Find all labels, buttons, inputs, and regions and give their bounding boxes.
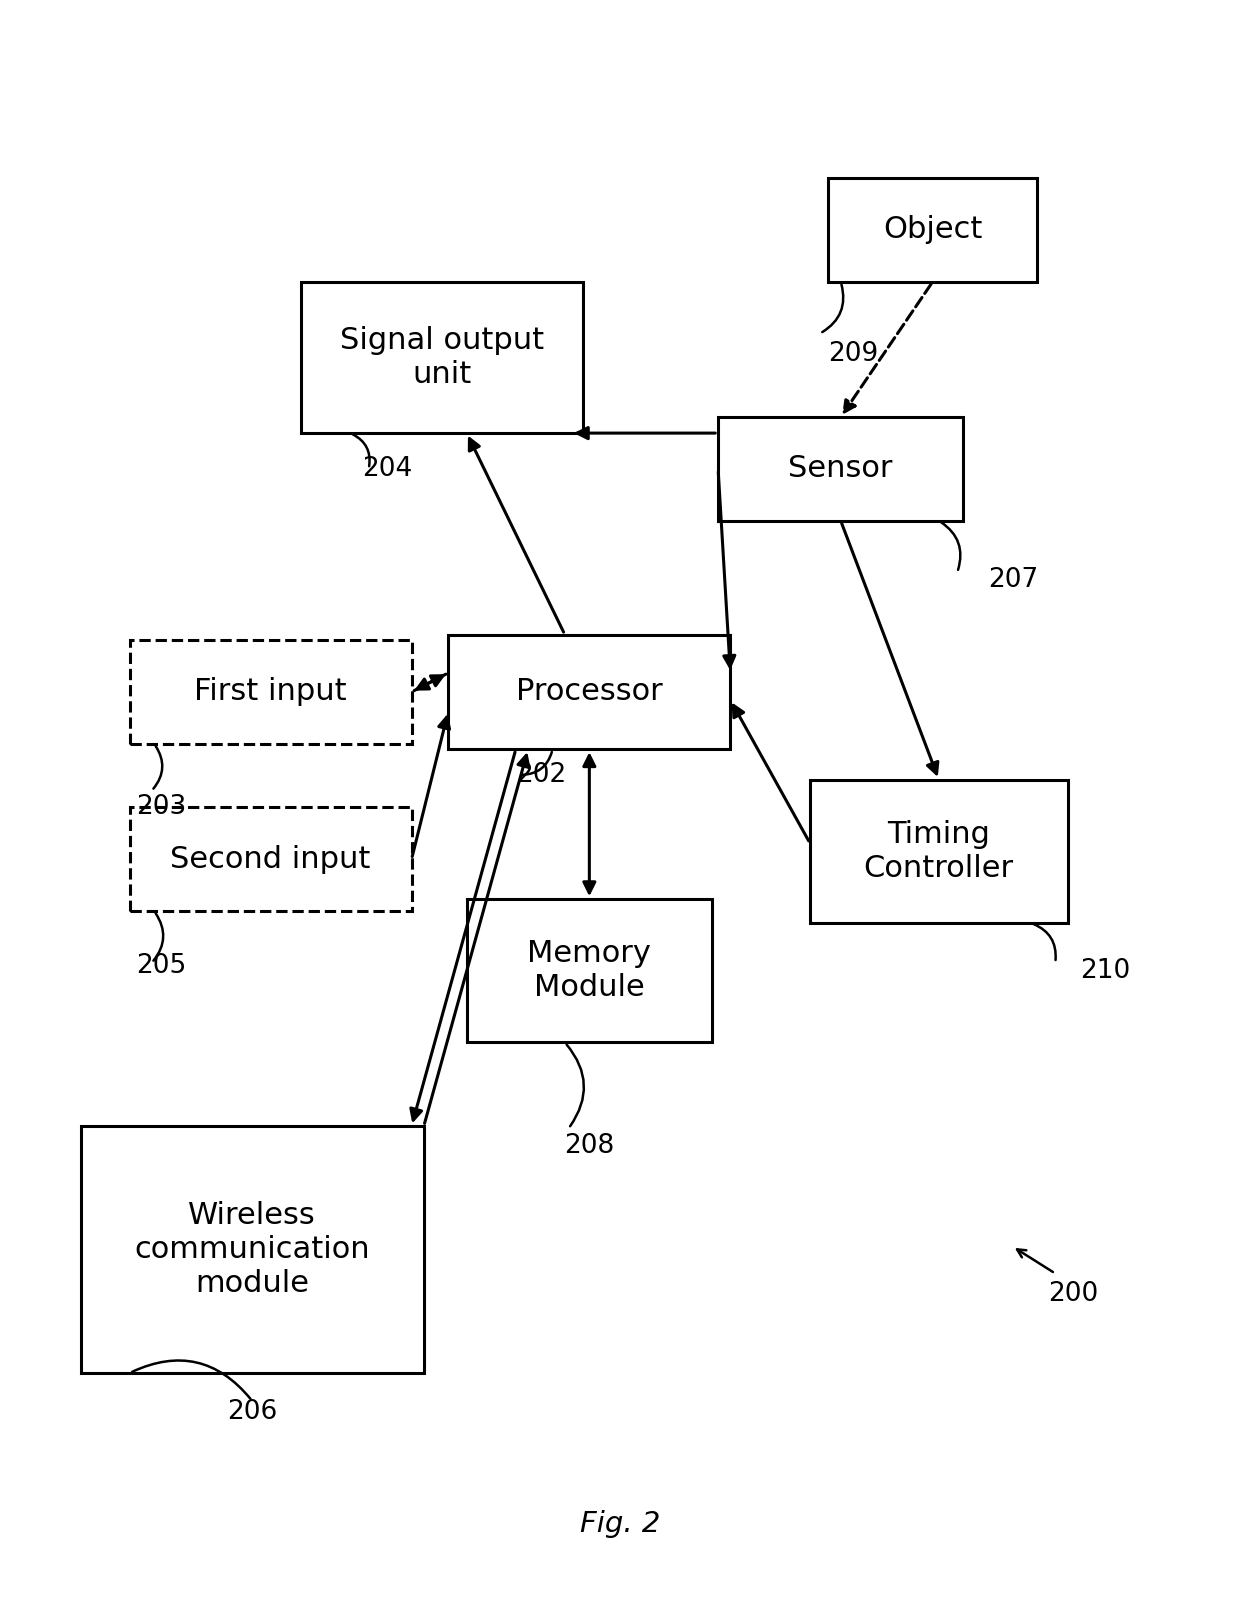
Text: Processor: Processor [516, 678, 662, 707]
FancyBboxPatch shape [449, 635, 730, 749]
Text: First input: First input [195, 678, 347, 707]
FancyBboxPatch shape [81, 1127, 424, 1372]
FancyBboxPatch shape [466, 898, 712, 1043]
Text: 200: 200 [1049, 1281, 1099, 1306]
Text: Object: Object [883, 215, 982, 244]
FancyArrowPatch shape [718, 472, 735, 667]
Text: 209: 209 [828, 341, 879, 368]
FancyArrowPatch shape [577, 427, 715, 439]
Text: 208: 208 [564, 1133, 615, 1159]
FancyBboxPatch shape [718, 418, 963, 521]
FancyArrowPatch shape [417, 675, 446, 689]
Text: Wireless
communication
module: Wireless communication module [134, 1202, 370, 1298]
Text: Memory
Module: Memory Module [527, 940, 651, 1003]
FancyArrowPatch shape [842, 524, 937, 775]
FancyArrowPatch shape [414, 675, 443, 691]
Text: 210: 210 [1080, 958, 1130, 983]
Text: Signal output
unit: Signal output unit [340, 326, 544, 389]
FancyArrowPatch shape [412, 717, 450, 857]
Text: 202: 202 [516, 762, 565, 787]
FancyArrowPatch shape [424, 755, 528, 1123]
FancyArrowPatch shape [410, 752, 515, 1120]
Text: Second input: Second input [170, 845, 371, 874]
FancyBboxPatch shape [301, 281, 583, 434]
Text: 206: 206 [227, 1400, 278, 1425]
Text: 207: 207 [988, 567, 1038, 593]
Text: Timing
Controller: Timing Controller [864, 820, 1014, 882]
Text: 203: 203 [135, 794, 186, 820]
FancyBboxPatch shape [810, 779, 1068, 922]
Text: Sensor: Sensor [789, 455, 893, 484]
Text: Fig. 2: Fig. 2 [580, 1509, 660, 1538]
FancyArrowPatch shape [584, 755, 595, 893]
FancyArrowPatch shape [733, 705, 808, 840]
Text: 205: 205 [135, 953, 186, 979]
FancyArrowPatch shape [469, 439, 564, 632]
Text: 204: 204 [362, 456, 413, 482]
FancyArrowPatch shape [844, 284, 931, 411]
FancyBboxPatch shape [129, 807, 412, 911]
FancyBboxPatch shape [828, 178, 1037, 281]
FancyBboxPatch shape [129, 640, 412, 744]
